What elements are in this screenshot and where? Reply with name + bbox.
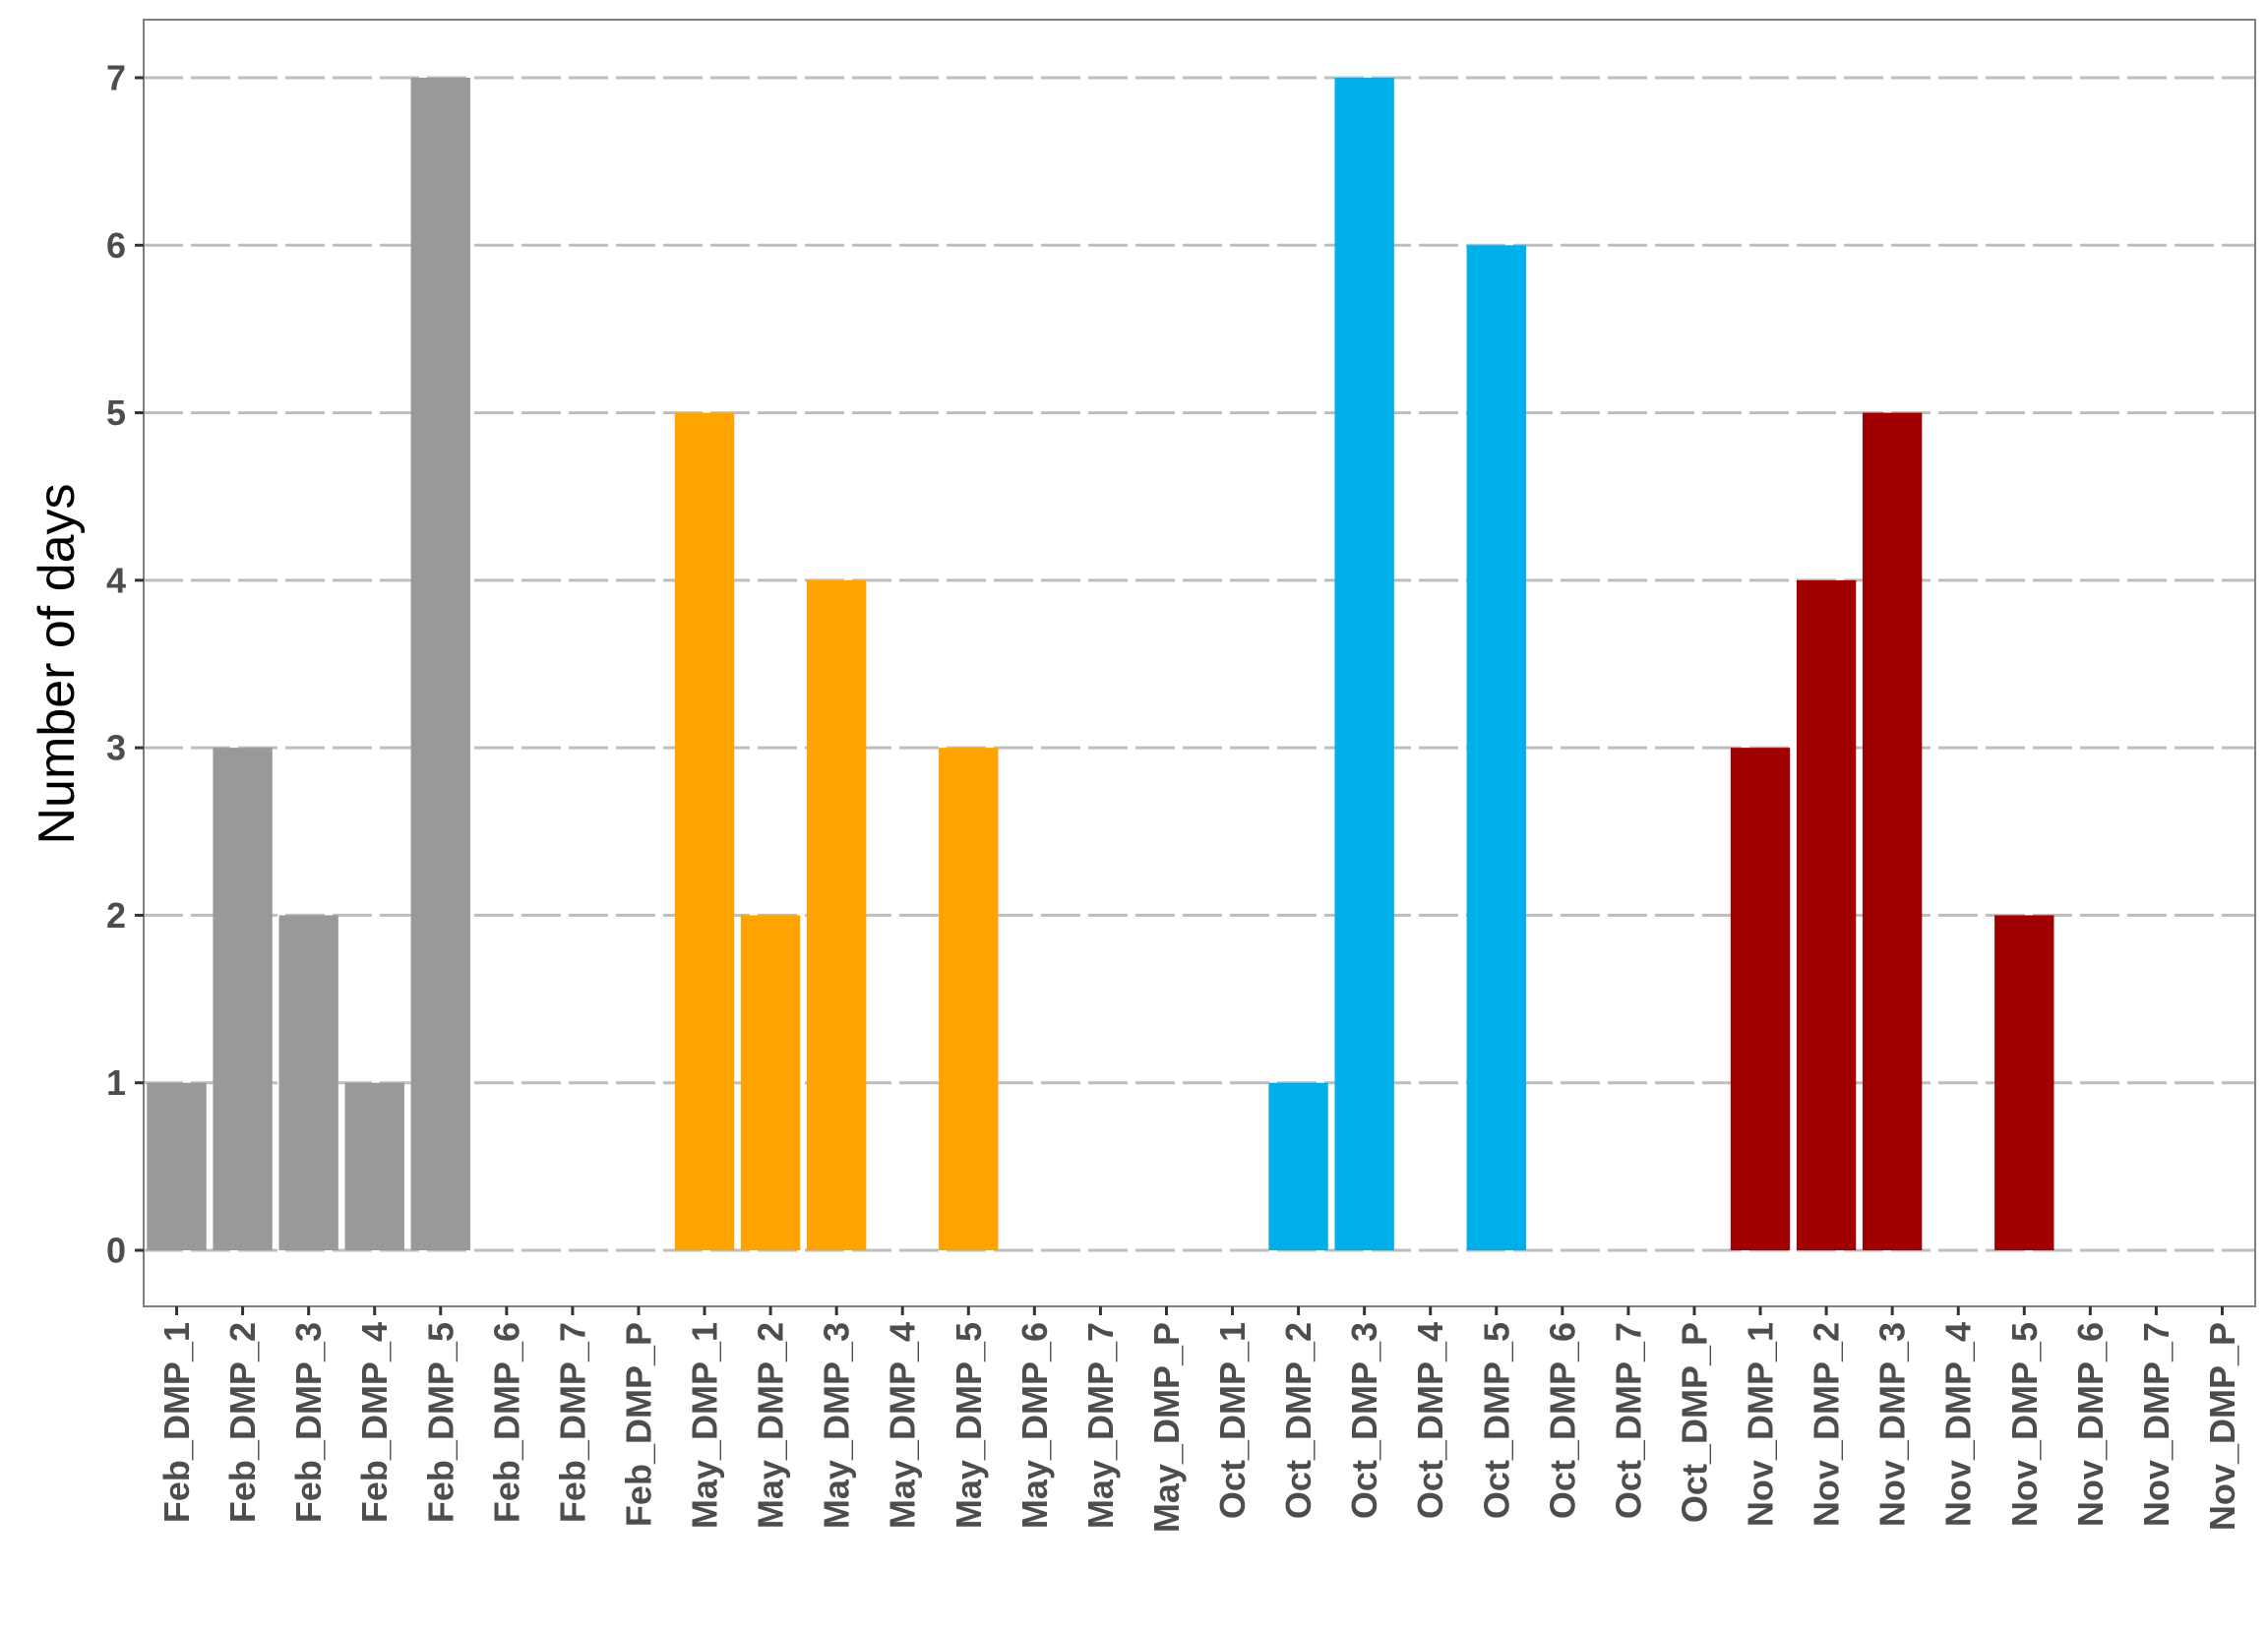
x-tick-label: Oct_DMP_7 [1608, 1322, 1648, 1519]
y-tick-label: 3 [106, 728, 126, 768]
x-tick-label: Feb_DMP_4 [354, 1322, 395, 1523]
y-tick-label: 7 [106, 58, 126, 98]
bar-Feb_DMP_3 [278, 915, 338, 1250]
bar-Nov_DMP_3 [1862, 412, 1923, 1251]
x-tick-label: May_DMP_7 [1080, 1322, 1121, 1529]
bar-Nov_DMP_5 [1994, 915, 2054, 1250]
x-tick-label: Oct_DMP_1 [1212, 1322, 1253, 1519]
y-tick-label: 5 [106, 393, 126, 433]
x-tick-label: Feb_DMP_7 [552, 1322, 592, 1523]
bar-Oct_DMP_3 [1334, 78, 1394, 1250]
x-tick-label: Feb_DMP_3 [288, 1322, 329, 1523]
bar-Feb_DMP_1 [147, 1082, 207, 1250]
x-tick-label: May_DMP_P [1146, 1322, 1187, 1533]
bar-Feb_DMP_4 [344, 1082, 404, 1250]
bar-Oct_DMP_5 [1466, 245, 1526, 1251]
y-axis: 0 1 2 3 4 5 6 7 [106, 58, 144, 1271]
x-tick-label: May_DMP_4 [883, 1322, 923, 1529]
bar-May_DMP_3 [806, 579, 867, 1250]
y-tick-label: 1 [106, 1062, 126, 1103]
x-tick-label: Nov_DMP_1 [1741, 1322, 1781, 1527]
gridlines [144, 76, 2255, 1252]
x-tick-label: May_DMP_1 [685, 1322, 725, 1529]
bar-May_DMP_1 [674, 412, 735, 1251]
bar-Feb_DMP_5 [410, 78, 470, 1250]
bars [147, 78, 2054, 1251]
x-tick-label: Nov_DMP_4 [1938, 1322, 1979, 1527]
y-tick-label: 4 [106, 560, 126, 600]
x-tick-label: Nov_DMP_6 [2070, 1322, 2111, 1527]
x-tick-label: Oct_DMP_4 [1410, 1322, 1450, 1519]
bar-Nov_DMP_1 [1730, 748, 1791, 1250]
panel-border [143, 19, 2256, 1307]
y-tick-label: 0 [106, 1231, 126, 1271]
x-tick-label: Oct_DMP_6 [1542, 1322, 1582, 1519]
x-tick-label: Feb_DMP_6 [486, 1322, 526, 1523]
x-tick-label: Nov_DMP_5 [2004, 1322, 2045, 1527]
x-tick-label: Oct_DMP_5 [1476, 1322, 1516, 1519]
x-tick-label: Oct_DMP_3 [1344, 1322, 1384, 1519]
x-axis: Feb_DMP_1 Feb_DMP_2 Feb_DMP_3 Feb_DMP_4 Feb_… [156, 1306, 2242, 1533]
x-tick-label: Nov_DMP_P [2202, 1322, 2242, 1531]
x-tick-label: Nov_DMP_3 [1872, 1322, 1913, 1527]
x-tick-label: Oct_DMP_2 [1278, 1322, 1318, 1519]
bar-Nov_DMP_2 [1796, 579, 1857, 1250]
x-tick-label: May_DMP_6 [1014, 1322, 1055, 1529]
bar-Feb_DMP_2 [213, 748, 273, 1250]
x-tick-label: May_DMP_2 [751, 1322, 791, 1529]
x-tick-label: Feb_DMP_P [618, 1322, 658, 1527]
x-tick-label: Oct_DMP_P [1674, 1322, 1714, 1523]
x-tick-label: Nov_DMP_7 [2136, 1322, 2176, 1527]
y-tick-label: 2 [106, 895, 126, 936]
x-tick-label: Feb_DMP_1 [156, 1322, 197, 1523]
bar-Oct_DMP_2 [1268, 1082, 1328, 1250]
x-tick-label: Feb_DMP_5 [420, 1322, 460, 1523]
y-tick-label: 6 [106, 225, 126, 266]
bar-May_DMP_5 [939, 748, 999, 1250]
x-tick-label: May_DMP_5 [949, 1322, 989, 1529]
x-tick-label: Nov_DMP_2 [1807, 1322, 1847, 1527]
y-axis-title: Number of days [29, 483, 86, 844]
x-tick-label: May_DMP_3 [817, 1322, 857, 1529]
bar-May_DMP_2 [740, 915, 801, 1250]
x-tick-label: Feb_DMP_2 [222, 1322, 263, 1523]
